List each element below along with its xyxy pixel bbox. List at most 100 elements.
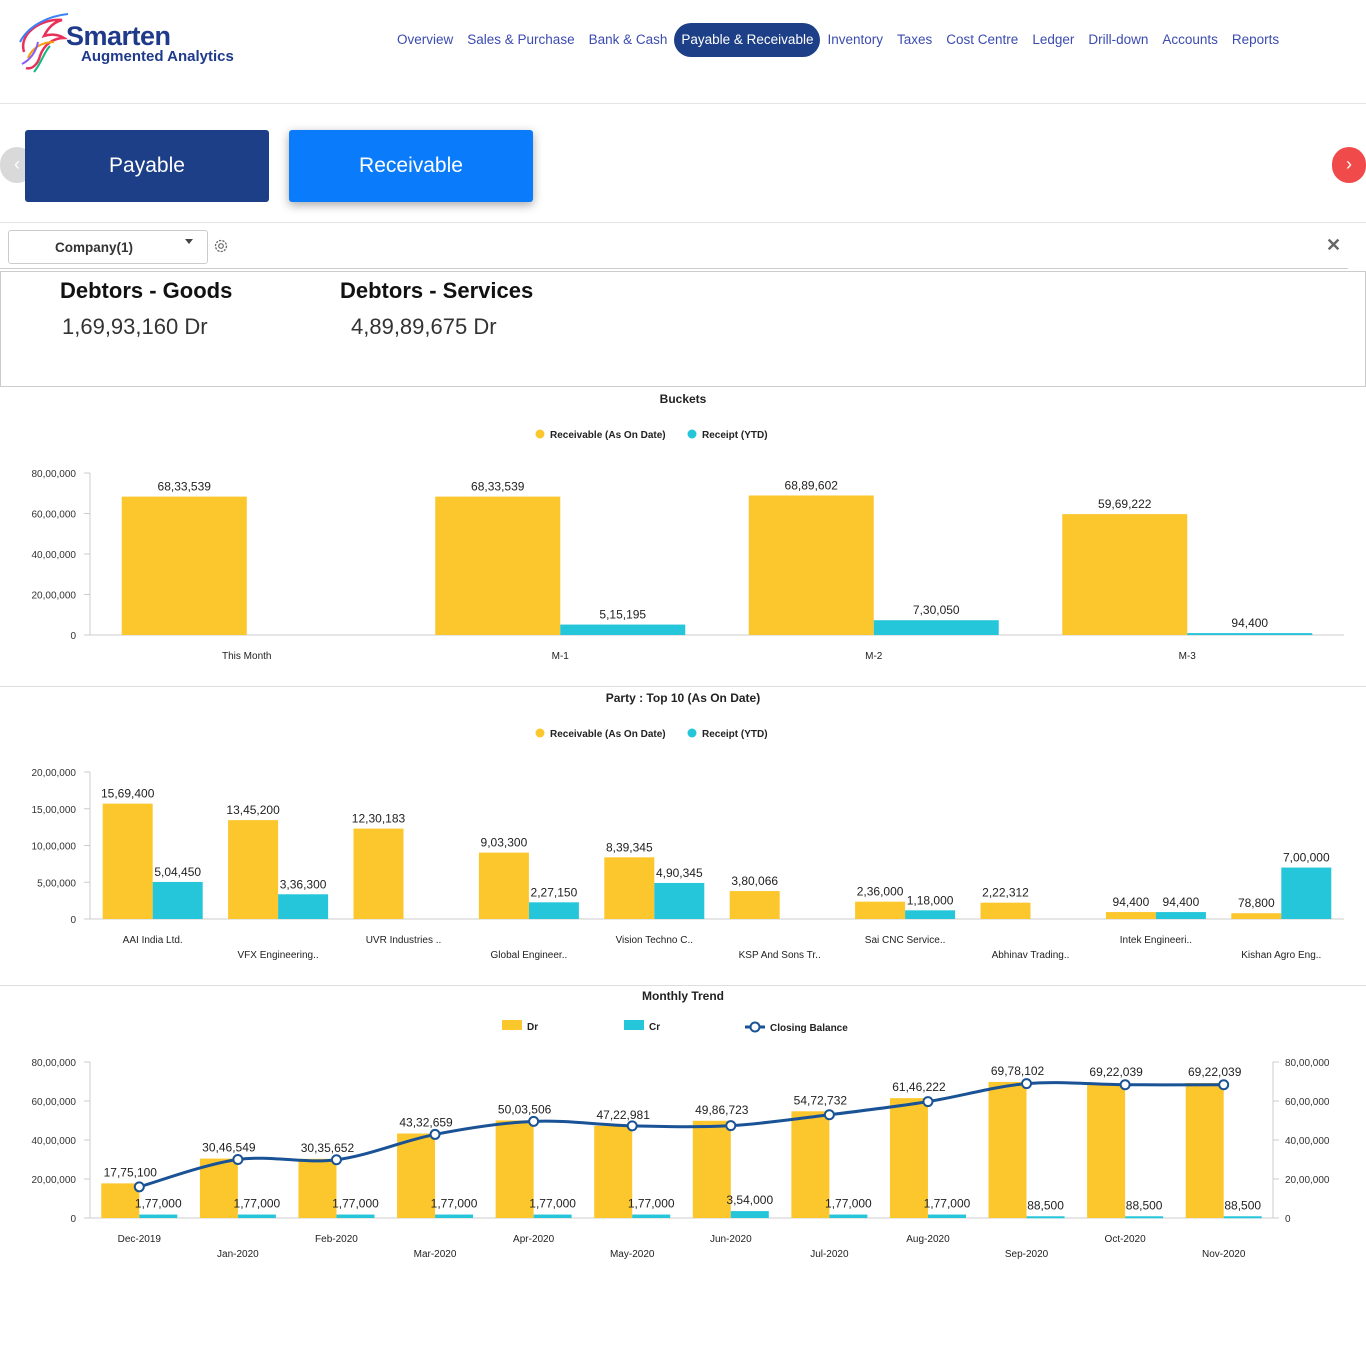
y-tick-label: 40,00,000 xyxy=(32,1136,77,1147)
x-tick-label: M-3 xyxy=(1179,651,1197,662)
y-tick-label: 60,00,000 xyxy=(32,1097,77,1108)
closing-balance-point xyxy=(922,1096,934,1108)
nav-item[interactable]: Taxes xyxy=(897,32,933,47)
x-tick-label: This Month xyxy=(222,651,271,662)
y2-tick-label: 20,00,000 xyxy=(1285,1175,1330,1186)
bar xyxy=(594,1125,633,1218)
legend-label: Receivable (As On Date) xyxy=(550,729,666,740)
kpi-panel: Debtors - Goods 1,69,93,160 Dr Debtors -… xyxy=(0,271,1366,387)
bar xyxy=(927,1214,966,1218)
x-tick-label: Jul-2020 xyxy=(810,1249,849,1260)
data-label: 5,15,195 xyxy=(599,608,646,622)
company-select-label: Company(1) xyxy=(55,240,134,255)
gear-icon[interactable] xyxy=(213,238,229,254)
x-tick-label: Sai CNC Service.. xyxy=(865,935,946,946)
nav-item[interactable]: Accounts xyxy=(1162,32,1218,47)
data-label: 69,22,039 xyxy=(1089,1065,1143,1079)
data-label: 5,04,450 xyxy=(154,865,201,879)
bar xyxy=(152,881,203,919)
data-label: 17,75,100 xyxy=(104,1165,158,1179)
x-tick-label: Mar-2020 xyxy=(414,1249,457,1260)
nav-item[interactable]: Reports xyxy=(1231,32,1280,47)
data-label: 68,33,539 xyxy=(471,480,525,494)
bar xyxy=(748,495,874,635)
data-label: 1,77,000 xyxy=(529,1197,576,1211)
bar xyxy=(560,624,686,635)
nav-item[interactable]: Bank & Cash xyxy=(588,32,668,47)
nav-item[interactable]: Ledger xyxy=(1032,32,1075,47)
x-tick-label: Feb-2020 xyxy=(315,1234,358,1245)
legend-label: Receivable (As On Date) xyxy=(550,430,666,441)
x-tick-label: Apr-2020 xyxy=(513,1234,555,1245)
x-tick-label: M-1 xyxy=(552,651,570,662)
data-label: 9,03,300 xyxy=(481,836,528,850)
data-label: 59,69,222 xyxy=(1098,497,1152,511)
y-tick-label: 80,00,000 xyxy=(32,469,77,480)
bar xyxy=(1185,1083,1224,1218)
bar xyxy=(435,496,561,635)
company-select[interactable]: Company(1) xyxy=(8,230,208,264)
smarten-logo[interactable]: Smarten Augmented Analytics xyxy=(14,12,254,74)
bar xyxy=(278,894,329,919)
bar xyxy=(478,852,529,919)
bar xyxy=(730,1211,769,1218)
data-label: 13,45,200 xyxy=(226,803,280,817)
closing-balance-point xyxy=(133,1181,145,1193)
y2-tick-label: 0 xyxy=(1285,1214,1291,1225)
data-label: 69,22,039 xyxy=(1188,1065,1242,1079)
y-tick-label: 60,00,000 xyxy=(32,510,77,521)
closing-balance-point xyxy=(330,1154,342,1166)
bar xyxy=(604,857,655,919)
nav-item[interactable]: Cost Centre xyxy=(946,32,1019,47)
bar xyxy=(1026,1216,1065,1219)
x-tick-label: Intek Engineeri.. xyxy=(1120,935,1192,946)
legend-label: Dr xyxy=(527,1022,538,1033)
bar xyxy=(495,1120,534,1218)
data-label: 1,77,000 xyxy=(628,1197,675,1211)
tab-receivable[interactable]: Receivable xyxy=(289,130,533,202)
bar xyxy=(855,901,906,919)
legend-label: Closing Balance xyxy=(770,1023,848,1034)
data-label: 3,36,300 xyxy=(280,877,327,891)
x-tick-label: Sep-2020 xyxy=(1005,1249,1049,1260)
data-label: 49,86,723 xyxy=(695,1103,749,1117)
data-label: 1,77,000 xyxy=(234,1197,281,1211)
closing-balance-point xyxy=(1218,1079,1230,1091)
chart-title: Monthly Trend xyxy=(642,989,724,1003)
kpi-value: 4,89,89,675 Dr xyxy=(351,314,497,339)
nav-item[interactable]: Inventory xyxy=(827,32,883,47)
data-label: 43,32,659 xyxy=(399,1116,453,1130)
x-tick-label: Dec-2019 xyxy=(118,1234,162,1245)
bar xyxy=(1087,1083,1126,1218)
legend-label: Receipt (YTD) xyxy=(702,430,768,441)
legend-marker xyxy=(624,1020,644,1030)
nav-item[interactable]: Payable & Receivable xyxy=(674,23,821,57)
x-tick-label: VFX Engineering.. xyxy=(238,950,319,961)
nav-item[interactable]: Sales & Purchase xyxy=(467,32,575,47)
bar xyxy=(988,1081,1027,1218)
carousel-next-button[interactable]: › xyxy=(1332,147,1366,183)
tab-payable[interactable]: Payable xyxy=(25,130,269,202)
data-label: 54,72,732 xyxy=(794,1093,848,1107)
y-tick-label: 0 xyxy=(70,915,76,926)
divider xyxy=(0,985,1366,986)
close-icon[interactable]: ✕ xyxy=(1326,235,1342,255)
legend-marker xyxy=(687,728,697,738)
bar xyxy=(1105,912,1156,919)
x-tick-label: Kishan Agro Eng.. xyxy=(1241,950,1321,961)
nav-item[interactable]: Overview xyxy=(397,32,454,47)
data-label: 3,80,066 xyxy=(731,874,778,888)
data-label: 88,500 xyxy=(1126,1198,1163,1212)
chevron-down-icon xyxy=(185,239,193,244)
nav-item[interactable]: Drill-down xyxy=(1088,32,1149,47)
data-label: 7,00,000 xyxy=(1283,851,1330,865)
data-label: 8,39,345 xyxy=(606,840,653,854)
y-tick-label: 20,00,000 xyxy=(32,591,77,602)
bar xyxy=(1155,912,1206,919)
bar xyxy=(102,803,153,919)
data-label: 1,77,000 xyxy=(135,1197,182,1211)
bar xyxy=(435,1214,474,1218)
y2-tick-label: 80,00,000 xyxy=(1285,1058,1330,1069)
legend-label: Cr xyxy=(649,1022,660,1033)
data-label: 78,800 xyxy=(1238,896,1275,910)
